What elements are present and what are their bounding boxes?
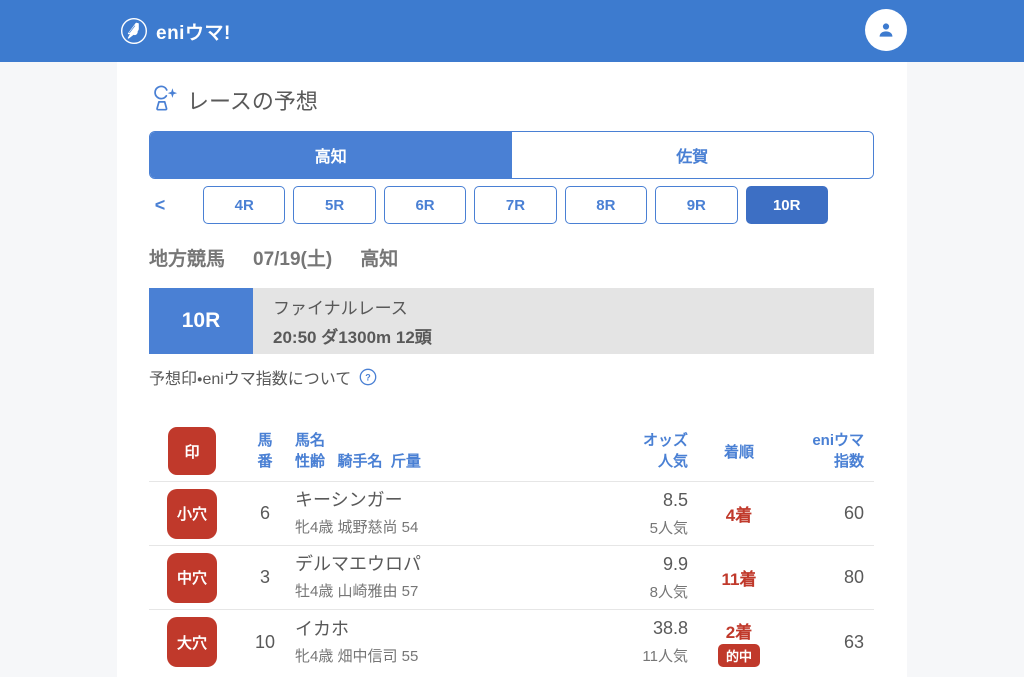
svg-text:?: ?: [366, 373, 372, 383]
